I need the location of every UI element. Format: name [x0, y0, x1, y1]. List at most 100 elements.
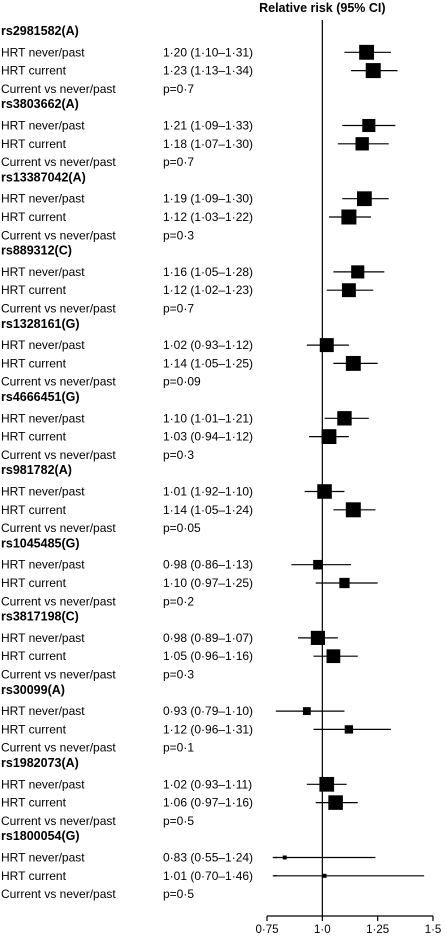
- snp-label: rs1800054(G): [1, 829, 80, 843]
- rr-point: [341, 283, 356, 298]
- rr-ci-value: 1·12 (0·96–1·31): [163, 722, 253, 736]
- row-label: HRT never/past: [1, 411, 85, 425]
- comparison-label: Current vs never/past: [1, 887, 116, 901]
- x-tick-label: 1·0: [314, 924, 331, 936]
- snp-label: rs4666451(G): [1, 390, 80, 404]
- row-label: HRT never/past: [1, 851, 85, 865]
- rr-point: [302, 707, 311, 716]
- row-label: HRT never/past: [1, 558, 85, 572]
- rr-point: [310, 630, 325, 645]
- snp-label: rs3803662(A): [1, 97, 79, 111]
- p-value: p=0·1: [163, 741, 194, 755]
- rr-point: [328, 795, 343, 810]
- rr-point: [359, 44, 375, 60]
- snp-label: rs1045485(G): [1, 536, 80, 550]
- rr-ci-value: 1·21 (1·09–1·33): [163, 119, 253, 133]
- rr-point: [345, 502, 361, 518]
- p-value: p=0·05: [163, 521, 201, 535]
- row-label: HRT current: [1, 722, 67, 736]
- rr-ci-value: 1·02 (0·93–1·11): [163, 777, 252, 791]
- row-label: HRT never/past: [1, 704, 85, 718]
- rr-ci-value: 1·12 (1·03–1·22): [163, 210, 253, 224]
- rr-ci-value: 1·14 (1·05–1·25): [163, 356, 253, 370]
- row-label: HRT current: [1, 796, 67, 810]
- snp-label: rs13387042(A): [1, 170, 86, 184]
- row-label: HRT never/past: [1, 631, 85, 645]
- chart-header: Relative risk (95% CI): [259, 1, 385, 15]
- comparison-label: Current vs never/past: [1, 741, 116, 755]
- row-label: HRT never/past: [1, 119, 85, 133]
- snp-label: rs30099(A): [1, 683, 65, 697]
- row-label: HRT current: [1, 137, 67, 151]
- p-value: p=0·2: [163, 594, 194, 608]
- row-label: HRT current: [1, 576, 67, 590]
- rr-ci-value: 1·05 (0·96–1·16): [163, 649, 253, 663]
- comparison-label: Current vs never/past: [1, 302, 116, 316]
- comparison-label: Current vs never/past: [1, 228, 116, 242]
- rr-ci-value: 0·98 (0·86–1·13): [163, 558, 253, 572]
- p-value: p=0·3: [163, 668, 194, 682]
- comparison-label: Current vs never/past: [1, 814, 116, 828]
- p-value: p=0·7: [163, 302, 194, 316]
- comparison-label: Current vs never/past: [1, 82, 116, 96]
- rr-point: [319, 338, 334, 353]
- rr-point: [345, 355, 361, 371]
- rr-ci-value: 1·01 (1·92–1·10): [163, 485, 253, 499]
- rr-ci-value: 1·10 (0·97–1·25): [163, 576, 253, 590]
- row-label: HRT current: [1, 64, 67, 78]
- snp-label: rs2981582(A): [1, 24, 79, 38]
- rr-point: [282, 855, 287, 860]
- rr-ci-value: 1·20 (1·10–1·31): [163, 45, 253, 59]
- p-value: p=0·3: [163, 228, 194, 242]
- rr-point: [344, 725, 354, 734]
- rr-point: [355, 137, 369, 151]
- row-label: HRT current: [1, 649, 67, 663]
- comparison-label: Current vs never/past: [1, 594, 116, 608]
- row-label: HRT never/past: [1, 485, 85, 499]
- rr-ci-value: 1·03 (0·94–1·12): [163, 430, 253, 444]
- comparison-label: Current vs never/past: [1, 448, 116, 462]
- p-value: p=0·5: [163, 887, 194, 901]
- rr-ci-value: 1·19 (1·09–1·30): [163, 192, 253, 206]
- rr-point: [351, 265, 365, 279]
- row-label: HRT current: [1, 430, 67, 444]
- rr-ci-value: 0·93 (0·79–1·10): [163, 704, 253, 718]
- rr-point: [365, 63, 381, 79]
- comparison-label: Current vs never/past: [1, 375, 116, 389]
- row-label: HRT current: [1, 356, 67, 370]
- row-label: HRT never/past: [1, 192, 85, 206]
- rr-ci-value: 1·10 (1·01–1·21): [163, 411, 253, 425]
- p-value: p=0·5: [163, 814, 194, 828]
- row-label: HRT current: [1, 210, 67, 224]
- rr-point: [319, 776, 335, 792]
- comparison-label: Current vs never/past: [1, 155, 116, 169]
- snp-label: rs1982073(A): [1, 756, 79, 770]
- snp-label: rs981782(A): [1, 463, 72, 477]
- row-label: HRT current: [1, 503, 67, 517]
- row-label: HRT never/past: [1, 265, 85, 279]
- rr-ci-value: 1·18 (1·07–1·30): [163, 137, 253, 151]
- rr-point: [321, 429, 337, 445]
- comparison-label: Current vs never/past: [1, 668, 116, 682]
- row-label: HRT never/past: [1, 45, 85, 59]
- row-label: HRT never/past: [1, 777, 85, 791]
- rr-ci-value: 1·12 (1·02–1·23): [163, 283, 253, 297]
- row-label: HRT current: [1, 869, 67, 883]
- rr-point: [326, 649, 341, 664]
- rr-ci-value: 1·23 (1·13–1·34): [163, 64, 253, 78]
- p-value: p=0·7: [163, 155, 194, 169]
- rr-ci-value: 1·06 (0·97–1·16): [163, 796, 253, 810]
- p-value: p=0·09: [163, 375, 201, 389]
- rr-ci-value: 1·14 (1·05–1·24): [163, 503, 253, 517]
- rr-point: [322, 873, 327, 878]
- rr-ci-value: 1·02 (0·93–1·12): [163, 338, 253, 352]
- snp-label: rs1328161(G): [1, 317, 80, 331]
- rr-ci-value: 1·01 (0·70–1·46): [163, 869, 253, 883]
- rr-point: [357, 191, 372, 207]
- rr-ci-value: 1·16 (1·05–1·28): [163, 265, 253, 279]
- p-value: p=0·7: [163, 82, 194, 96]
- x-tick-label: 1·5: [425, 924, 442, 936]
- p-value: p=0·3: [163, 448, 194, 462]
- rr-ci-value: 0·98 (0·89–1·07): [163, 631, 253, 645]
